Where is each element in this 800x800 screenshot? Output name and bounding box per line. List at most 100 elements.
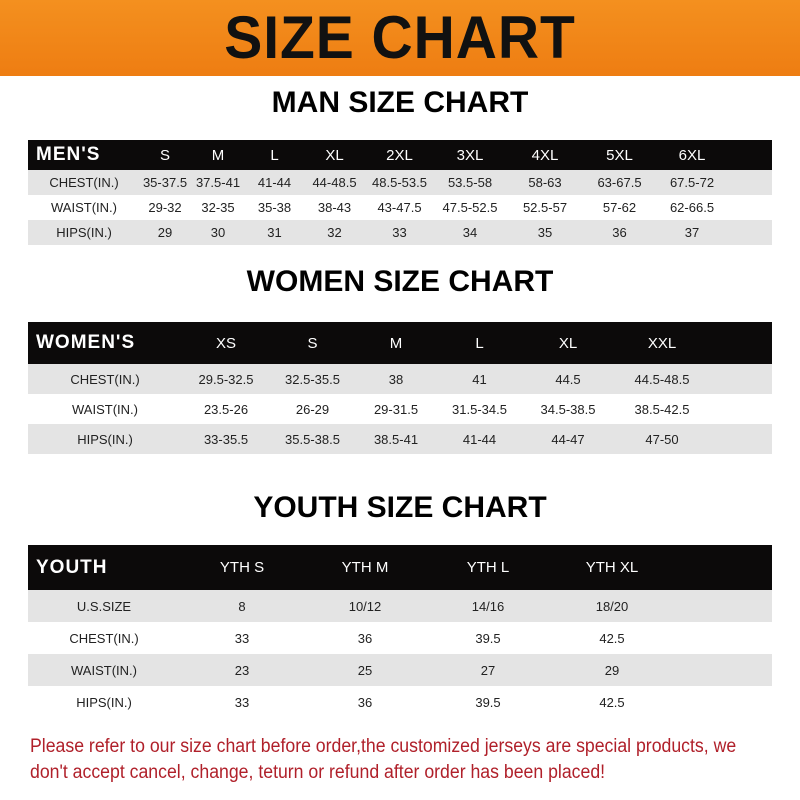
men-size-table: MEN'S S M L XL 2XL 3XL 4XL 5XL 6XL CHEST(IN.) 35-37…: [28, 140, 772, 245]
measurement-cell: 38.5-42.5: [634, 401, 690, 417]
empty-cell: [674, 686, 772, 718]
measurement-cell: 26-29: [295, 401, 330, 417]
size-header-cell: YTH XL: [585, 559, 639, 576]
row-label: CHEST(IN.): [70, 371, 140, 387]
row-label: WAIST(IN.): [71, 662, 137, 678]
table-title-cell: WOMEN'S: [36, 332, 136, 353]
measurement-cell: 39.5: [475, 694, 501, 710]
size-header-cell: 6XL: [678, 146, 706, 164]
size-header-cell: YTH S: [219, 559, 265, 576]
measurement-cell: 52.5-57: [522, 200, 568, 215]
size-header-cell: XXL: [647, 334, 677, 352]
measurement-cell: 62-66.5: [669, 200, 715, 215]
measurement-cell: 38.5-41: [373, 431, 419, 447]
measurement-cell: 32.5-35.5: [285, 371, 340, 387]
measurement-cell: 44.5: [555, 371, 581, 387]
measurement-cell: 35: [537, 225, 553, 240]
empty-cell: [710, 424, 772, 454]
size-header-cell: XS: [215, 334, 236, 352]
measurement-cell: 33: [392, 225, 407, 240]
measurement-cell: 29-32: [148, 200, 182, 215]
measurement-cell: 29: [157, 225, 173, 240]
size-header-cell: 4XL: [531, 146, 559, 164]
measurement-cell: 32-35: [201, 200, 235, 215]
size-header-cell: 2XL: [386, 146, 413, 164]
measurement-cell: 43-47.5: [377, 200, 422, 215]
table-row: U.S.SIZE 8 10/12 14/16 18/20: [28, 590, 772, 622]
row-label: HIPS(IN.): [77, 431, 133, 447]
measurement-cell: 36: [612, 225, 627, 240]
measurement-cell: 38: [388, 371, 404, 387]
empty-cell: [728, 170, 772, 195]
measurement-cell: 47-50: [645, 431, 679, 447]
measurement-cell: 33-35.5: [203, 431, 249, 447]
measurement-cell: 38-43: [317, 200, 352, 215]
measurement-cell: 29.5-32.5: [198, 371, 254, 387]
measurement-cell: 44-47: [551, 431, 585, 447]
banner-title: SIZE CHART: [224, 4, 576, 71]
banner: SIZE CHART: [0, 0, 800, 76]
measurement-cell: 48.5-53.5: [372, 175, 427, 190]
empty-cell: [728, 195, 772, 220]
measurement-cell: 67.5-72: [669, 175, 715, 190]
table-title-cell: YOUTH: [36, 556, 108, 578]
empty-cell: [710, 364, 772, 394]
size-header-cell: S: [159, 146, 170, 164]
header-row: MEN'S S M L XL 2XL 3XL 4XL 5XL 6XL: [28, 140, 772, 170]
measurement-cell: 36: [357, 694, 373, 710]
measurement-cell: 41-44: [462, 431, 497, 447]
measurement-cell: 18/20: [595, 598, 629, 614]
row-label: U.S.SIZE: [76, 598, 132, 614]
header-row: YOUTH YTH S YTH M YTH L YTH XL: [28, 545, 772, 590]
measurement-cell: 29-31.5: [373, 401, 419, 417]
measurement-cell: 36: [357, 630, 373, 646]
row-label: CHEST(IN.): [69, 630, 139, 646]
row-label: HIPS(IN.): [76, 694, 132, 710]
measurement-cell: 42.5: [599, 694, 625, 710]
size-header-cell: YTH L: [466, 559, 510, 576]
measurement-cell: 41: [472, 371, 487, 387]
youth-section-title: YOUTH SIZE CHART: [253, 491, 547, 524]
measurement-cell: 35.5-38.5: [285, 431, 340, 447]
table-row: HIPS(IN.) 33 36 39.5 42.5: [28, 686, 772, 718]
table-row: WAIST(IN.) 29-32 32-35 35-38 38-43 43-47.5 47.…: [28, 195, 772, 220]
measurement-cell: 35-38: [257, 200, 292, 215]
order-notice: Please refer to our size chart before or…: [30, 736, 737, 783]
size-header-cell: XL: [325, 146, 344, 164]
measurement-cell: 14/16: [471, 598, 505, 614]
empty-cell: [674, 654, 772, 686]
measurement-cell: 37.5-41: [195, 175, 241, 190]
table-row: HIPS(IN.) 33-35.5 35.5-38.5 38.5-41 41-44 44-…: [28, 424, 772, 454]
table-row: CHEST(IN.) 33 36 39.5 42.5: [28, 622, 772, 654]
empty-cell: [674, 590, 772, 622]
empty-cell: [710, 322, 772, 364]
table-title-cell: MEN'S: [36, 144, 101, 165]
table-row: WAIST(IN.) 23.5-26 26-29 29-31.5 31.5-34.5 34…: [28, 394, 772, 424]
empty-cell: [674, 622, 772, 654]
measurement-cell: 35-37.5: [142, 175, 188, 190]
measurement-cell: 10/12: [348, 598, 382, 614]
table-row: CHEST(IN.) 29.5-32.5 32.5-35.5 38 41 44.5 44.5…: [28, 364, 772, 394]
measurement-cell: 37: [684, 225, 700, 240]
women-section-title: WOMEN SIZE CHART: [246, 265, 554, 298]
table-row: CHEST(IN.) 35-37.5 37.5-41 41-44 44-48.5 48.5…: [28, 170, 772, 195]
measurement-cell: 42.5: [599, 630, 625, 646]
header-row: WOMEN'S XS S M L XL XXL: [28, 322, 772, 364]
measurement-cell: 31.5-34.5: [452, 401, 507, 417]
empty-cell: [728, 140, 772, 170]
measurement-cell: 32: [327, 225, 342, 240]
size-header-cell: 5XL: [606, 146, 633, 164]
size-header-cell: M: [389, 334, 403, 352]
measurement-cell: 8: [238, 598, 246, 614]
measurement-cell: 30: [210, 225, 226, 240]
measurement-cell: 58-63: [528, 175, 562, 190]
measurement-cell: 44-48.5: [312, 175, 357, 190]
men-section-title: MAN SIZE CHART: [271, 86, 529, 119]
empty-cell: [710, 394, 772, 424]
size-header-cell: L: [475, 334, 484, 352]
size-header-cell: L: [270, 146, 279, 164]
size-header-cell: XL: [558, 334, 578, 352]
measurement-cell: 41-44: [257, 175, 292, 190]
measurement-cell: 57-62: [602, 200, 637, 215]
